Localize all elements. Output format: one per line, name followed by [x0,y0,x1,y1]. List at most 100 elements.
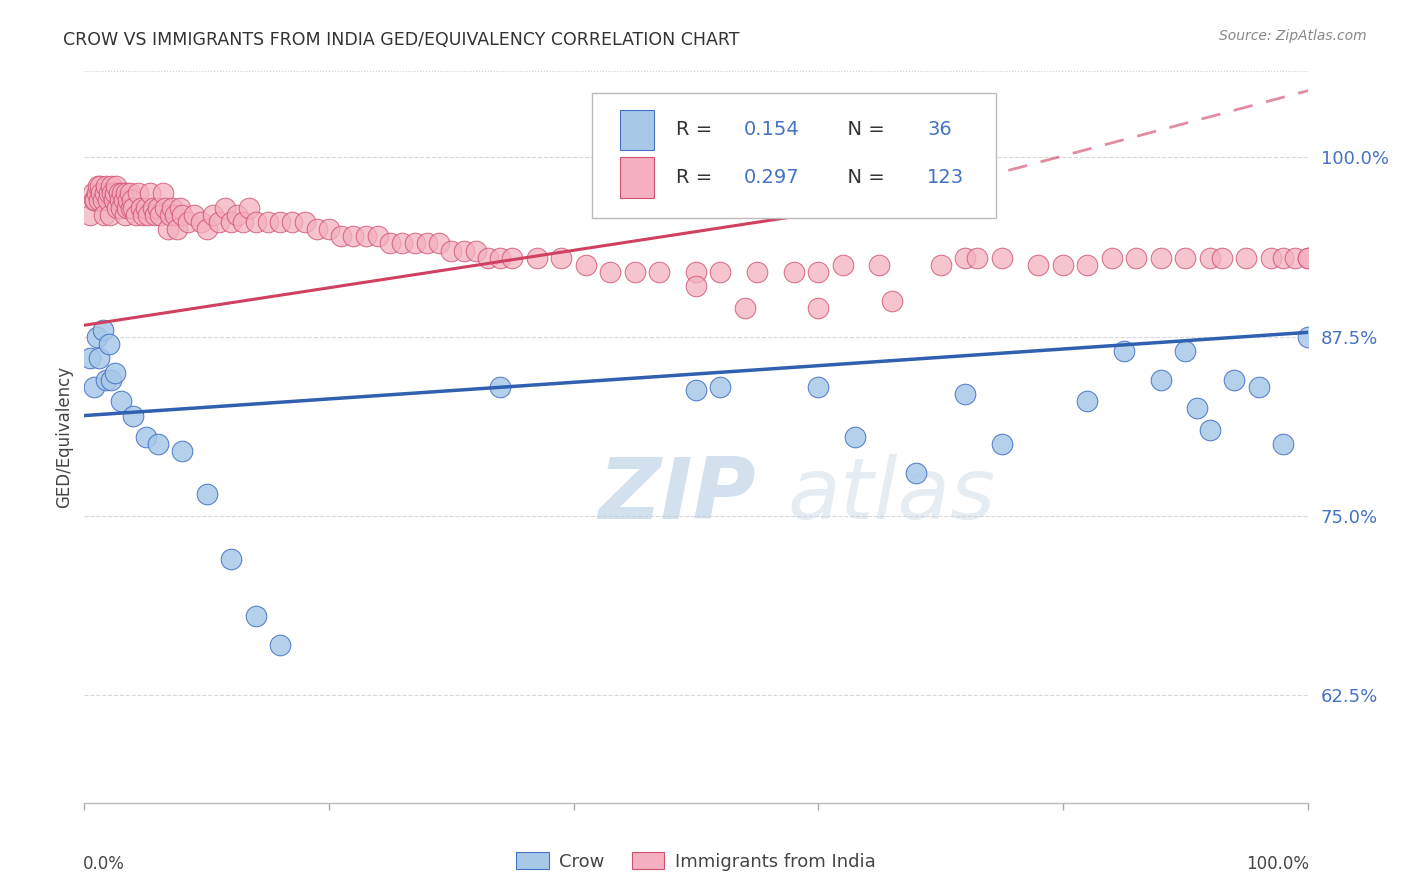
Point [238,201,260,215]
Point [149,208,172,222]
Point [709,265,731,279]
Point [1296,251,1319,265]
Point [734,301,756,315]
Point [135,430,157,444]
Point [84,194,107,208]
Point [201,208,224,222]
Point [169,201,191,215]
Point [1187,401,1209,416]
Point [208,215,231,229]
Text: R =: R = [676,120,718,139]
Point [807,301,830,315]
FancyBboxPatch shape [620,157,654,197]
Point [115,201,138,215]
Point [104,366,127,380]
Point [1174,344,1197,359]
Point [117,194,139,208]
Point [489,251,512,265]
Point [110,394,132,409]
Point [83,194,105,208]
Point [195,222,218,236]
Point [118,186,141,201]
Point [685,383,707,397]
Point [94,186,117,201]
Point [115,186,138,201]
Point [105,179,128,194]
Point [87,351,110,366]
Point [489,380,512,394]
Point [1052,258,1074,272]
Text: N =: N = [835,168,891,187]
Point [342,229,364,244]
Point [89,179,111,194]
Point [953,251,976,265]
Point [107,186,129,201]
Point [440,244,463,258]
Point [97,336,120,351]
Point [96,179,118,194]
Point [685,279,707,293]
Point [82,186,104,201]
Point [575,258,598,272]
Point [685,265,707,279]
Point [391,236,413,251]
Point [1174,251,1197,265]
Point [905,466,928,480]
Point [305,222,328,236]
Point [1198,251,1220,265]
Point [108,194,131,208]
Point [159,208,181,222]
Point [132,208,155,222]
Point [98,208,121,222]
Text: ZIP: ZIP [598,454,756,537]
Point [129,201,152,215]
Point [142,201,165,215]
Point [122,201,145,215]
Point [477,251,499,265]
Point [146,437,169,451]
Point [177,215,200,229]
Point [96,373,118,387]
Point [1272,437,1295,451]
Point [90,186,112,201]
Point [404,236,426,251]
Point [880,293,903,308]
Point [125,208,148,222]
Point [143,208,166,222]
Point [966,251,988,265]
Point [783,265,806,279]
Point [269,638,291,652]
Point [953,387,976,401]
Point [232,215,254,229]
Point [87,179,110,194]
Point [219,215,242,229]
Point [114,208,136,222]
Point [1247,380,1270,394]
Point [318,222,340,236]
Point [1150,251,1173,265]
Point [1125,251,1147,265]
Point [146,201,169,215]
Point [1028,258,1050,272]
Point [127,186,149,201]
Point [502,251,524,265]
Text: CROW VS IMMIGRANTS FROM INDIA GED/EQUIVALENCY CORRELATION CHART: CROW VS IMMIGRANTS FROM INDIA GED/EQUIVA… [63,31,740,49]
Point [100,373,122,387]
Y-axis label: GED/Equivalency: GED/Equivalency [55,366,73,508]
Point [91,322,114,336]
FancyBboxPatch shape [620,110,654,150]
Point [245,609,267,624]
Point [152,186,174,201]
Text: 0.297: 0.297 [744,168,799,187]
Point [139,186,162,201]
Point [172,208,194,222]
Point [112,194,135,208]
Point [1296,251,1319,265]
Point [101,186,124,201]
Point [91,194,114,208]
Text: 100.0%: 100.0% [1246,855,1309,873]
Legend: Crow, Immigrants from India: Crow, Immigrants from India [509,845,883,878]
Point [844,430,866,444]
Point [87,194,110,208]
Text: atlas: atlas [787,454,995,537]
